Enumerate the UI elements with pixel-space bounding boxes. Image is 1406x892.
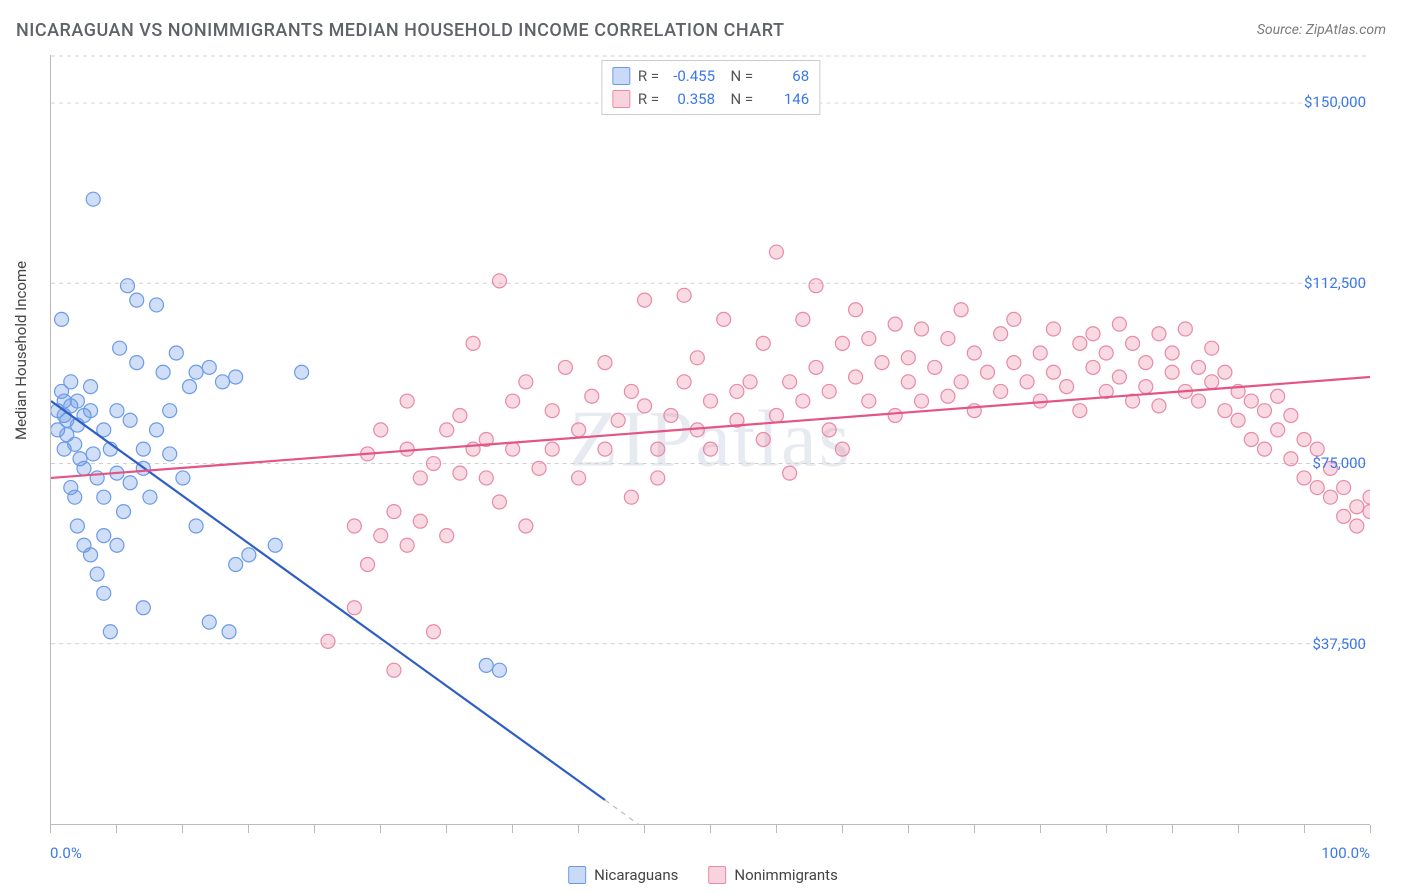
x-tick-mark — [908, 825, 909, 833]
stat-label-n: N = — [723, 65, 753, 88]
chart-plot-area: ZIPatlas R = -0.455 N = 68 R = 0.358 N =… — [50, 55, 1370, 825]
y-tick-label: $150,000 — [1304, 93, 1366, 111]
x-tick-mark — [446, 825, 447, 833]
y-tick-label: $112,500 — [1304, 274, 1366, 292]
x-tick-mark — [1040, 825, 1041, 833]
x-tick-mark — [1106, 825, 1107, 833]
swatch-icon — [612, 67, 630, 85]
legend-bottom: Nicaraguans Nonimmigrants — [568, 866, 838, 884]
x-tick-mark — [116, 825, 117, 833]
swatch-icon — [612, 90, 630, 108]
x-tick-mark — [1238, 825, 1239, 833]
chart-title: NICARAGUAN VS NONIMMIGRANTS MEDIAN HOUSE… — [16, 20, 784, 41]
x-tick-left: 0.0% — [50, 844, 82, 862]
stats-row-series1: R = -0.455 N = 68 — [612, 65, 809, 88]
y-tick-label: $75,000 — [1312, 454, 1366, 472]
source-attribution: Source: ZipAtlas.com — [1257, 22, 1386, 38]
stats-row-series2: R = 0.358 N = 146 — [612, 88, 809, 111]
correlation-stats-box: R = -0.455 N = 68 R = 0.358 N = 146 — [601, 60, 820, 115]
stat-label-n: N = — [723, 88, 753, 111]
x-tick-mark — [380, 825, 381, 833]
legend-label: Nicaraguans — [594, 866, 678, 884]
y-tick-label: $37,500 — [1312, 635, 1366, 653]
x-tick-mark — [182, 825, 183, 833]
legend-item-nonimmigrants: Nonimmigrants — [708, 866, 837, 884]
x-tick-mark — [842, 825, 843, 833]
x-tick-mark — [512, 825, 513, 833]
x-tick-mark — [314, 825, 315, 833]
scatter-svg — [51, 55, 1370, 824]
stat-n-value: 68 — [759, 65, 809, 88]
stat-r-value: 0.358 — [665, 88, 715, 111]
stat-r-value: -0.455 — [665, 65, 715, 88]
swatch-icon — [568, 866, 586, 884]
x-tick-mark — [1370, 825, 1371, 833]
x-tick-mark — [248, 825, 249, 833]
x-tick-right: 100.0% — [1321, 844, 1370, 862]
x-tick-mark — [644, 825, 645, 833]
x-tick-mark — [50, 825, 51, 833]
stat-label-r: R = — [638, 88, 659, 111]
y-axis-label: Median Household Income — [12, 261, 30, 440]
x-tick-mark — [974, 825, 975, 833]
stat-label-r: R = — [638, 65, 659, 88]
legend-item-nicaraguans: Nicaraguans — [568, 866, 678, 884]
x-tick-mark — [776, 825, 777, 833]
legend-label: Nonimmigrants — [734, 866, 837, 884]
x-tick-mark — [1172, 825, 1173, 833]
x-tick-mark — [578, 825, 579, 833]
x-tick-mark — [1304, 825, 1305, 833]
swatch-icon — [708, 866, 726, 884]
x-tick-mark — [710, 825, 711, 833]
stat-n-value: 146 — [759, 88, 809, 111]
